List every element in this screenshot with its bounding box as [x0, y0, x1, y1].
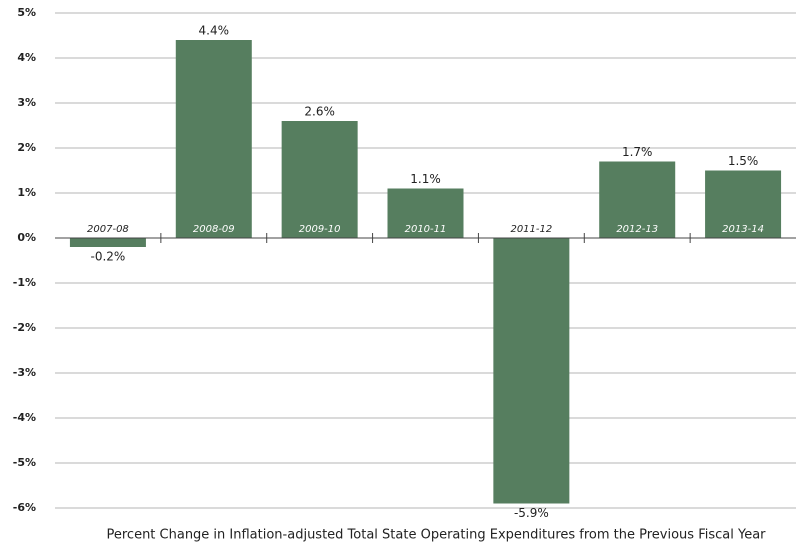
bar [493, 238, 570, 504]
y-tick-label: 1% [17, 186, 36, 199]
x-tick-label: 2008-09 [193, 224, 235, 235]
y-tick-label: 0% [17, 231, 36, 244]
y-tick-label: 3% [17, 96, 36, 109]
x-tick-label: 2009-10 [299, 224, 341, 235]
chart-title: Percent Change in Inflation-adjusted Tot… [106, 528, 766, 543]
y-tick-label: -3% [13, 366, 36, 379]
x-tick-label: 2012-13 [616, 224, 658, 235]
value-label: 1.7% [622, 145, 653, 159]
value-label: 1.1% [410, 172, 441, 186]
x-tick-label: 2007-08 [87, 224, 129, 235]
value-label: 1.5% [728, 154, 759, 168]
y-tick-label: 5% [17, 6, 36, 19]
x-tick-label: 2013-14 [722, 224, 764, 235]
y-tick-label: 4% [17, 51, 36, 64]
value-label: -5.9% [514, 506, 549, 520]
bar [387, 188, 464, 238]
x-tick-label: 2010-11 [405, 224, 447, 235]
y-tick-label: -4% [13, 411, 36, 424]
value-label: 2.6% [304, 105, 335, 119]
bar [175, 40, 252, 238]
bar [69, 238, 146, 247]
y-tick-label: 2% [17, 141, 36, 154]
value-label: 4.4% [199, 24, 230, 38]
y-tick-label: -5% [13, 456, 36, 469]
bar [281, 121, 358, 238]
value-label: -0.2% [91, 250, 126, 264]
y-tick-label: -1% [13, 276, 36, 289]
x-tick-label: 2011-12 [510, 224, 552, 235]
bar [599, 161, 676, 238]
y-tick-label: -6% [13, 501, 36, 514]
y-tick-label: -2% [13, 321, 36, 334]
bar [705, 170, 782, 238]
